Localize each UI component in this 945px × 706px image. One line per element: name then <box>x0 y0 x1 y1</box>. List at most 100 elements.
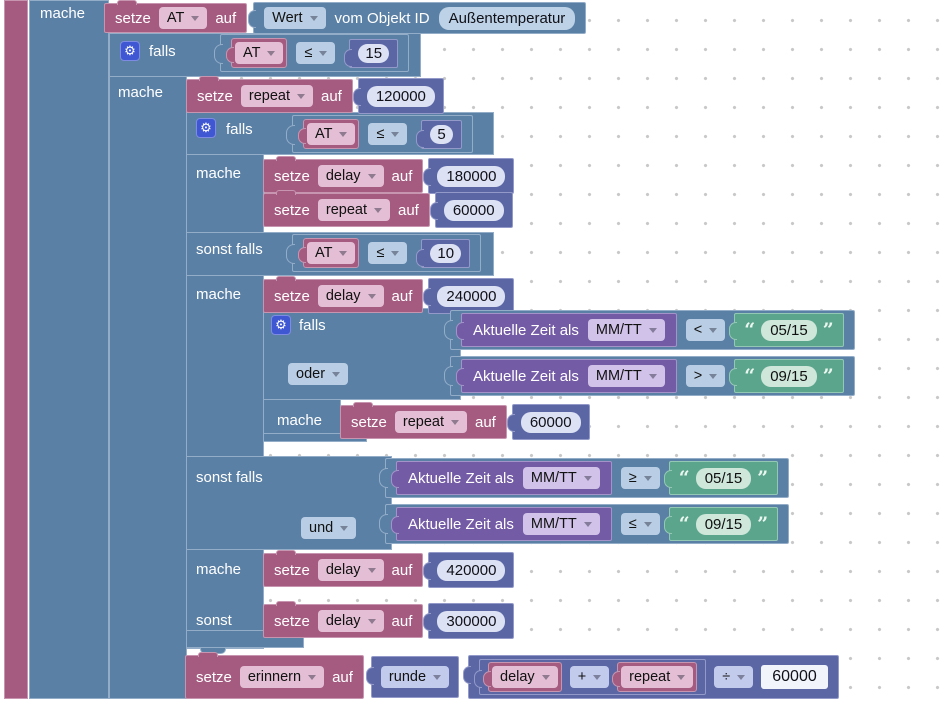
variable-dropdown[interactable]: delay <box>317 164 384 188</box>
set-variable-block[interactable]: setze AT auf <box>104 0 248 33</box>
string-block[interactable]: “ 09/15 ” <box>729 359 844 393</box>
variable-dropdown[interactable]: erinnern <box>239 665 325 689</box>
number-block[interactable]: 5 <box>416 119 462 149</box>
number-block[interactable]: 60000 <box>506 404 590 440</box>
mutator-gear-icon[interactable]: ⚙ <box>271 315 291 335</box>
operator-dropdown[interactable]: ≤ <box>620 512 660 536</box>
operator-dropdown[interactable]: ≥ <box>620 466 660 490</box>
string-field[interactable]: 09/15 <box>695 513 752 535</box>
operator-dropdown[interactable]: ≤ <box>368 241 408 265</box>
set-variable-block[interactable]: setze delay auf <box>263 601 424 638</box>
round-dropdown[interactable]: runde <box>380 665 450 689</box>
trigger-block-edge[interactable] <box>4 0 28 699</box>
operator-dropdown[interactable]: + <box>569 665 610 689</box>
number-field[interactable]: 300000 <box>437 610 506 632</box>
comparison-block[interactable]: AT ≤ 15 <box>213 34 410 72</box>
object-id-field[interactable]: Außentemperatur <box>438 6 576 30</box>
variable-block[interactable]: AT <box>297 237 360 269</box>
division-block[interactable]: delay + repeat ÷ 60000 <box>463 655 839 699</box>
variable-block[interactable]: AT <box>297 118 360 150</box>
number-field[interactable]: 180000 <box>437 165 506 187</box>
set-variable-block[interactable]: setze repeat auf <box>340 402 507 439</box>
round-block[interactable]: runde <box>365 656 460 698</box>
number-field[interactable]: 60000 <box>443 199 504 221</box>
variable-dropdown[interactable]: repeat <box>621 665 694 689</box>
variable-dropdown[interactable]: delay <box>317 609 384 633</box>
number-block[interactable]: 300000 <box>423 603 515 639</box>
comparison-block[interactable]: Aktuelle Zeit als MM/TT ≤ “ 09/15 ” <box>378 504 790 544</box>
logic-and-dropdown[interactable]: und <box>301 517 357 540</box>
comparison-block[interactable]: Aktuelle Zeit als MM/TT > “ 09/15 ” <box>444 356 855 396</box>
string-block[interactable]: “ 05/15 ” <box>663 461 779 495</box>
comparison-block[interactable]: Aktuelle Zeit als MM/TT ≥ “ 05/15 ” <box>378 458 790 498</box>
number-field[interactable]: 10 <box>430 243 462 263</box>
if2-elseif2-header[interactable] <box>186 456 392 550</box>
string-field[interactable]: 05/15 <box>695 467 752 489</box>
number-block[interactable]: 420000 <box>423 552 515 588</box>
comparison-block[interactable]: Aktuelle Zeit als MM/TT < “ 05/15 ” <box>444 310 855 350</box>
set-variable-block[interactable]: setze delay auf <box>263 156 424 193</box>
mutator-gear-icon[interactable]: ⚙ <box>120 41 140 61</box>
set-variable-block[interactable]: setze delay auf <box>263 276 424 313</box>
operator-dropdown[interactable]: > <box>685 364 726 388</box>
number-field[interactable]: 120000 <box>366 85 435 107</box>
operator-dropdown[interactable]: ≤ <box>368 122 408 146</box>
string-field[interactable]: 09/15 <box>761 365 817 387</box>
variable-dropdown[interactable]: delay <box>317 284 384 308</box>
set-variable-block[interactable]: setze delay auf <box>263 550 424 587</box>
comparison-block[interactable]: AT ≤ 10 <box>285 234 482 272</box>
number-block[interactable]: 120000 <box>352 78 444 114</box>
variable-block[interactable]: delay <box>483 661 562 693</box>
number-block[interactable]: 60000 <box>429 192 513 228</box>
number-field[interactable]: 60000 <box>761 665 828 689</box>
current-time-block[interactable]: Aktuelle Zeit als MM/TT <box>391 461 612 495</box>
variable-dropdown[interactable]: repeat <box>317 198 390 222</box>
time-format-dropdown[interactable]: MM/TT <box>587 364 665 388</box>
value-type-dropdown[interactable]: Wert <box>264 6 326 30</box>
set-variable-block[interactable]: setze repeat auf <box>186 76 353 113</box>
time-format-dropdown[interactable]: MM/TT <box>522 466 600 490</box>
operator-dropdown[interactable]: ÷ <box>714 665 754 689</box>
number-field[interactable]: 240000 <box>437 285 506 307</box>
comparison-block[interactable]: AT ≤ 5 <box>286 115 473 153</box>
if3-header[interactable] <box>263 308 461 400</box>
if1-block-body[interactable] <box>109 33 187 699</box>
variable-dropdown[interactable]: AT <box>307 241 356 265</box>
value-from-object-block[interactable]: Wert vom Objekt ID Außentemperatur <box>248 2 587 34</box>
addition-block[interactable]: delay + repeat <box>474 659 707 695</box>
string-block[interactable]: “ 05/15 ” <box>729 313 844 347</box>
operator-dropdown[interactable]: ≤ <box>296 41 336 65</box>
variable-block[interactable]: repeat <box>612 661 698 693</box>
variable-dropdown[interactable]: repeat <box>240 84 313 108</box>
set-variable-block[interactable]: setze repeat auf <box>263 190 430 227</box>
number-block[interactable]: 180000 <box>423 158 515 194</box>
mutator-gear-icon[interactable]: ⚙ <box>196 118 216 138</box>
operator-dropdown[interactable]: < <box>685 318 726 342</box>
variable-block[interactable]: AT <box>225 37 288 69</box>
logic-or-dropdown[interactable]: oder <box>288 363 349 386</box>
variable-dropdown[interactable]: repeat <box>394 410 467 434</box>
outer-if-block-body[interactable] <box>29 0 109 699</box>
time-format-dropdown[interactable]: MM/TT <box>587 318 665 342</box>
number-block[interactable]: 10 <box>416 238 471 268</box>
set-variable-block[interactable]: setze erinnern auf <box>185 652 364 699</box>
if2-block-body[interactable] <box>186 112 264 649</box>
variable-dropdown[interactable]: AT <box>235 41 284 65</box>
variable-dropdown[interactable]: delay <box>492 665 558 689</box>
number-block[interactable]: 15 <box>344 38 399 68</box>
number-field[interactable]: 15 <box>358 43 390 63</box>
time-format-dropdown[interactable]: MM/TT <box>522 512 600 536</box>
string-field[interactable]: 05/15 <box>761 319 817 341</box>
variable-dropdown[interactable]: AT <box>158 6 208 30</box>
current-time-block[interactable]: Aktuelle Zeit als MM/TT <box>456 313 677 347</box>
string-block[interactable]: “ 09/15 ” <box>663 507 779 541</box>
number-field[interactable]: 420000 <box>437 559 506 581</box>
current-time-block[interactable]: Aktuelle Zeit als MM/TT <box>456 359 677 393</box>
number-field[interactable]: 5 <box>430 124 453 144</box>
current-time-block[interactable]: Aktuelle Zeit als MM/TT <box>391 507 612 541</box>
variable-dropdown[interactable]: AT <box>307 122 356 146</box>
variable-dropdown[interactable]: delay <box>317 558 384 582</box>
number-field[interactable]: 60000 <box>520 411 581 433</box>
number-block[interactable]: 240000 <box>423 278 515 314</box>
